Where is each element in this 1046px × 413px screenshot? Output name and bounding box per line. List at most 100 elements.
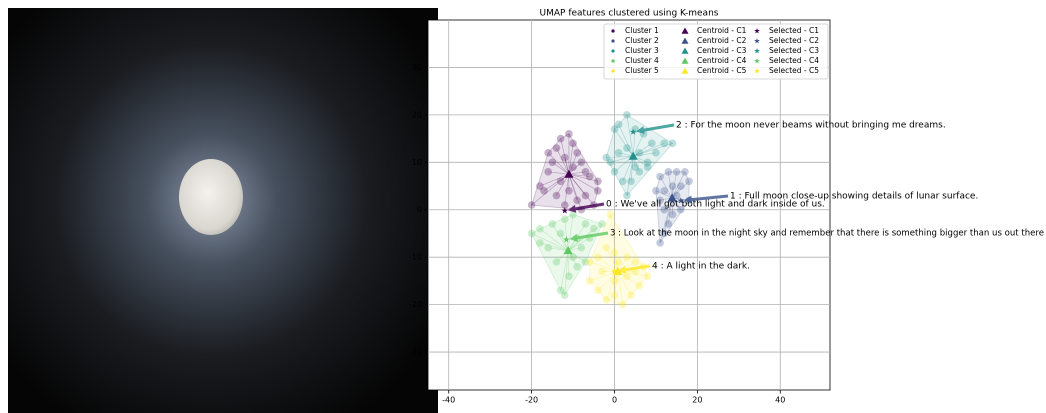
cluster-point [669, 211, 677, 219]
cluster-point [557, 230, 565, 238]
cluster-point [561, 291, 569, 299]
cluster-point [594, 177, 602, 185]
legend: Cluster 1Cluster 2Cluster 3Cluster 4Clus… [604, 24, 828, 79]
cluster-point [636, 149, 644, 157]
cluster-point [665, 220, 673, 228]
cluster-point [561, 154, 569, 162]
legend-label: Centroid - C4 [697, 56, 747, 65]
cluster-point [623, 192, 631, 200]
cluster-point [631, 163, 639, 171]
cluster-point [669, 140, 677, 148]
cluster-point [627, 291, 635, 299]
cluster-point [623, 144, 631, 152]
annotation-text: 1 : Full moon close-up showing details o… [730, 192, 978, 202]
cluster-point [644, 272, 652, 280]
cluster-point [544, 244, 552, 252]
x-tick-label: 40 [775, 396, 785, 405]
y-tick-label: -20 [409, 300, 422, 309]
cluster-point [561, 215, 569, 223]
cluster-point [569, 140, 577, 148]
legend-marker [611, 59, 614, 62]
cluster-point [553, 258, 561, 266]
cluster-point [565, 187, 573, 195]
cluster-point [549, 159, 557, 167]
page: UMAP features clustered using K-means -4… [0, 0, 1046, 413]
cluster-point [569, 253, 577, 261]
cluster-point [611, 249, 619, 257]
cluster-point [544, 149, 552, 157]
cluster-point [582, 192, 590, 200]
y-tick-label: 30 [412, 63, 422, 72]
cluster-point [607, 211, 615, 219]
y-tick-label: 0 [417, 205, 422, 214]
legend-label: Centroid - C5 [697, 66, 747, 75]
legend-marker [611, 39, 614, 42]
x-tick-label: -40 [442, 396, 455, 405]
legend-marker [611, 69, 614, 72]
legend-label: Selected - C1 [769, 26, 819, 35]
cluster-point [544, 168, 552, 176]
legend-label: Cluster 3 [625, 46, 659, 55]
cluster-point [656, 239, 664, 247]
cluster-point [648, 140, 656, 148]
x-tick-label: 20 [692, 396, 702, 405]
cluster-point [582, 220, 590, 228]
cluster-point [586, 173, 594, 181]
cluster-point [536, 239, 544, 247]
legend-label: Cluster 2 [625, 36, 659, 45]
cluster-point [669, 182, 677, 190]
legend-marker [611, 49, 614, 52]
legend-label: Centroid - C3 [697, 46, 747, 55]
legend-marker [611, 29, 614, 32]
cluster-point [656, 173, 664, 181]
y-tick-label: 10 [412, 158, 422, 167]
cluster-point [540, 187, 548, 195]
cluster-point [594, 287, 602, 295]
cluster-point [677, 182, 685, 190]
y-tick-label: -30 [409, 348, 422, 357]
legend-label: Centroid - C1 [697, 26, 747, 35]
cluster-point [652, 187, 660, 195]
cluster-point [660, 187, 668, 195]
cluster-point [623, 272, 631, 280]
legend-label: Selected - C2 [769, 36, 819, 45]
cluster-point [565, 272, 573, 280]
cluster-point [615, 258, 623, 266]
cluster-point [536, 225, 544, 233]
cluster-point [652, 149, 660, 157]
cluster-point [644, 163, 652, 171]
cluster-point [578, 159, 586, 167]
chart-title: UMAP features clustered using K-means [540, 9, 719, 19]
cluster-point [565, 130, 573, 138]
legend-label: Selected - C4 [769, 56, 819, 65]
cluster-point [557, 177, 565, 185]
cluster-point [573, 196, 581, 204]
cluster-point [553, 144, 561, 152]
cluster-point [598, 268, 606, 276]
cluster-point [673, 168, 681, 176]
cluster-point [602, 296, 610, 304]
legend-label: Selected - C3 [769, 46, 819, 55]
cluster-point [623, 253, 631, 261]
cluster-point [681, 168, 689, 176]
cluster-point [573, 149, 581, 157]
cluster-point [573, 263, 581, 271]
cluster-point [586, 277, 594, 285]
cluster-point [627, 177, 635, 185]
cluster-point [569, 163, 577, 171]
cluster-point [611, 168, 619, 176]
cluster-point [636, 282, 644, 290]
cluster-point [553, 192, 561, 200]
legend-label: Cluster 5 [625, 66, 659, 75]
cluster-point [578, 244, 586, 252]
cluster-point [528, 201, 536, 209]
cluster-point [611, 125, 619, 133]
cluster-point [615, 149, 623, 157]
x-tick-label: -20 [525, 396, 538, 405]
legend-label: Cluster 1 [625, 26, 659, 35]
annotation-text: 4 : A light in the dark. [652, 262, 750, 272]
cluster-point [619, 301, 627, 309]
cluster-point [594, 187, 602, 195]
moon-photo [8, 8, 438, 413]
moon [179, 159, 243, 235]
